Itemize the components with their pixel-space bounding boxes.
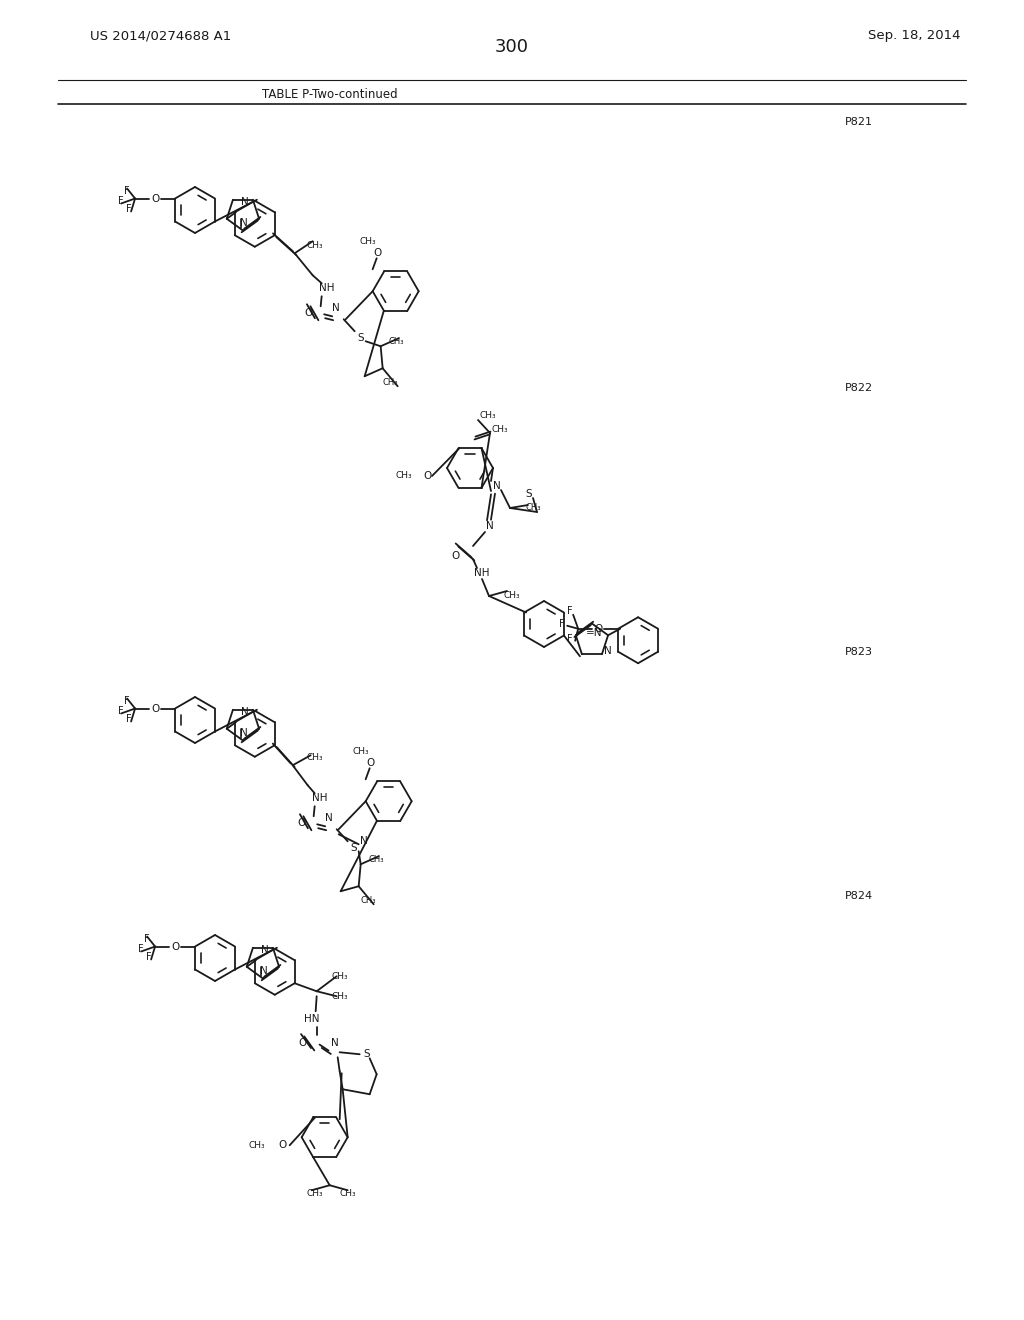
Text: US 2014/0274688 A1: US 2014/0274688 A1: [90, 29, 231, 42]
Text: NH: NH: [318, 284, 335, 293]
Text: NH: NH: [474, 568, 489, 578]
Text: CH₃: CH₃: [360, 896, 377, 904]
Text: CH₃: CH₃: [332, 972, 348, 981]
Text: F: F: [124, 186, 130, 195]
Text: O: O: [279, 1140, 287, 1150]
Text: S: S: [350, 843, 357, 853]
Text: N: N: [494, 480, 501, 491]
Text: CH₃: CH₃: [492, 425, 509, 434]
Text: O: O: [304, 309, 312, 318]
Text: O: O: [451, 550, 459, 561]
Text: CH₃: CH₃: [306, 240, 324, 249]
Text: CH₃: CH₃: [389, 337, 404, 346]
Text: F: F: [559, 619, 565, 628]
Text: N: N: [604, 647, 611, 656]
Text: CH₃: CH₃: [359, 236, 376, 246]
Text: F: F: [118, 706, 124, 717]
Text: 300: 300: [495, 38, 529, 55]
Text: F: F: [118, 197, 124, 206]
Text: CH₃: CH₃: [369, 855, 384, 863]
Text: =N: =N: [586, 628, 602, 639]
Text: N: N: [486, 521, 494, 531]
Text: O: O: [298, 818, 306, 828]
Text: O: O: [299, 1039, 307, 1048]
Text: P821: P821: [845, 117, 873, 127]
Text: Sep. 18, 2014: Sep. 18, 2014: [867, 29, 961, 42]
Text: CH₃: CH₃: [383, 378, 398, 387]
Text: N: N: [332, 304, 340, 313]
Text: S: S: [364, 1049, 370, 1059]
Text: N: N: [359, 837, 368, 846]
Text: CH₃: CH₃: [525, 503, 541, 512]
Text: F: F: [567, 634, 573, 644]
Text: CH₃: CH₃: [339, 1189, 356, 1197]
Text: CH₃: CH₃: [352, 747, 369, 756]
Text: CH₃: CH₃: [395, 471, 412, 480]
Text: N: N: [240, 219, 248, 228]
Text: F: F: [138, 945, 144, 954]
Text: NH: NH: [312, 793, 328, 804]
Text: CH₃: CH₃: [332, 991, 348, 1001]
Text: P824: P824: [845, 891, 873, 902]
Text: TABLE P-Two-continued: TABLE P-Two-continued: [262, 88, 397, 102]
Text: O: O: [151, 194, 159, 203]
Text: N: N: [241, 706, 249, 717]
Text: F: F: [126, 205, 132, 214]
Text: CH₃: CH₃: [306, 1189, 323, 1197]
Text: N: N: [261, 945, 268, 954]
Text: N: N: [241, 197, 249, 207]
Text: O: O: [594, 624, 602, 634]
Text: N: N: [331, 1039, 339, 1048]
Text: S: S: [525, 488, 532, 499]
Text: O: O: [424, 471, 432, 480]
Text: N: N: [260, 966, 268, 977]
Text: CH₃: CH₃: [306, 752, 324, 762]
Text: CH₃: CH₃: [248, 1140, 264, 1150]
Text: O: O: [151, 704, 159, 714]
Text: O: O: [171, 941, 179, 952]
Text: F: F: [144, 933, 150, 944]
Text: N: N: [325, 813, 333, 824]
Text: P823: P823: [845, 647, 873, 657]
Text: F: F: [567, 606, 573, 615]
Text: HN: HN: [304, 1014, 319, 1024]
Text: F: F: [146, 953, 152, 962]
Text: F: F: [124, 696, 130, 705]
Text: O: O: [367, 758, 375, 768]
Text: N: N: [240, 729, 248, 738]
Text: F: F: [126, 714, 132, 725]
Text: O: O: [374, 248, 382, 259]
Text: CH₃: CH₃: [480, 412, 497, 421]
Text: P822: P822: [845, 383, 873, 393]
Text: CH₃: CH₃: [504, 591, 520, 601]
Text: S: S: [357, 333, 364, 343]
